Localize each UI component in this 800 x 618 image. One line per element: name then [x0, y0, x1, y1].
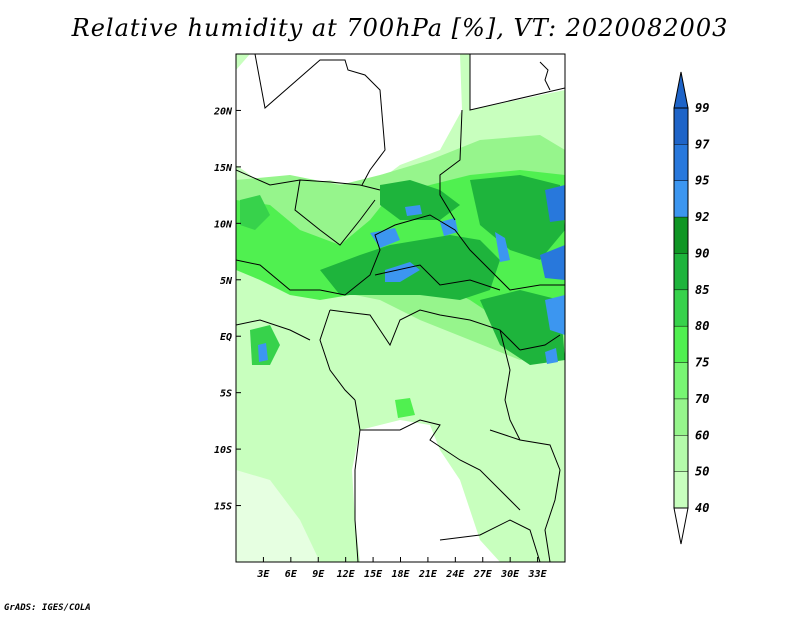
lat-tick-label: 5S [220, 389, 232, 400]
lon-tick-label: 3E [256, 569, 270, 580]
colorbar-segment [674, 253, 688, 290]
colorbar-segment [674, 326, 688, 363]
colorbar-label: 92 [695, 210, 709, 224]
lon-tick-label: 33E [528, 569, 548, 580]
colorbar-segment [674, 362, 688, 399]
colorbar-label: 95 [695, 174, 709, 188]
colorbar-label: 99 [695, 101, 709, 115]
lat-tick-label: 20N [213, 106, 233, 117]
longitude-axis: 3E 6E 9E 12E 15E 18E 21E 24E 27E 30E 33E [256, 557, 548, 580]
colorbar-segment [674, 398, 688, 436]
colorbar: 99 97 95 92 90 85 80 75 70 60 50 40 [673, 71, 710, 545]
colorbar-label: 97 [695, 137, 710, 151]
colorbar-segment [674, 144, 688, 181]
colorbar-bottom-arrow [673, 507, 689, 545]
colorbar-label: 90 [695, 246, 709, 260]
lon-tick-label: 15E [364, 569, 383, 580]
colorbar-segment [674, 180, 688, 218]
lon-tick-label: 27E [473, 569, 493, 580]
lon-tick-label: 12E [337, 569, 356, 580]
humidity-field [236, 54, 565, 562]
colorbar-segment [674, 471, 688, 508]
colorbar-segment [674, 217, 688, 254]
lat-tick-label: 5N [220, 276, 233, 287]
lon-tick-label: 18E [391, 569, 410, 580]
colorbar-segment [674, 289, 688, 327]
lat-tick-label: 15N [214, 163, 233, 174]
lat-tick-label: 10S [214, 445, 232, 456]
lon-tick-label: 24E [445, 569, 465, 580]
colorbar-label: 70 [695, 392, 709, 406]
lat-tick-label: EQ [220, 332, 232, 343]
colorbar-label: 80 [695, 319, 709, 333]
colorbar-label: 60 [695, 428, 709, 442]
lon-tick-label: 6E [285, 569, 298, 580]
latitude-axis: 20N 15N 10N 5N EQ 5S 10S 15S [213, 106, 241, 513]
colorbar-label: 40 [695, 501, 709, 515]
lon-tick-label: 30E [500, 569, 520, 580]
colorbar-segment [674, 108, 688, 145]
colorbar-label: 85 [695, 283, 709, 297]
colorbar-segment [674, 435, 688, 472]
grads-credit: GrADS: IGES/COLA [4, 603, 91, 613]
lat-tick-label: 10N [214, 219, 233, 230]
map-title: Relative humidity at 700hPa [%], VT: 202… [71, 14, 729, 42]
colorbar-label: 75 [695, 356, 709, 370]
lat-tick-label: 15S [214, 502, 232, 513]
colorbar-label: 50 [695, 465, 709, 479]
colorbar-top-arrow [673, 71, 689, 109]
lon-tick-label: 21E [418, 569, 438, 580]
lon-tick-label: 9E [312, 569, 325, 580]
